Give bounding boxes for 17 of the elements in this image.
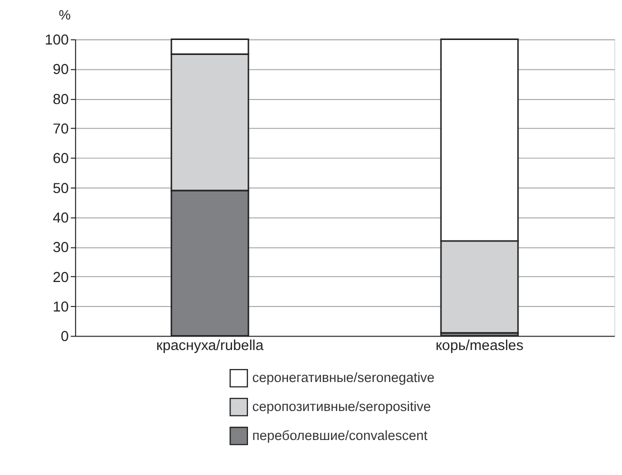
y-tick-label: 40: [52, 210, 69, 227]
y-tick-label: 20: [52, 270, 69, 286]
y-axis-title: %: [58, 8, 71, 23]
y-tick-label: 80: [52, 92, 69, 108]
legend-label: серонегативные/seronegative: [252, 370, 435, 386]
y-tick-label: 70: [52, 122, 69, 138]
y-tick-label: 50: [52, 180, 69, 197]
legend-label: серопозитивные/seropositive: [252, 398, 431, 414]
y-tick-label: 90: [52, 62, 69, 78]
legend-label: переболевшие/convalescent: [252, 428, 428, 443]
y-tick-label: 10: [52, 299, 69, 316]
y-tick-label: 0: [60, 329, 69, 346]
x-tick-label: краснуха/rubella: [156, 338, 264, 354]
y-tick-label: 100: [44, 32, 69, 49]
y-tick-label: 30: [52, 240, 69, 256]
x-tick-label: корь/measles: [436, 338, 524, 354]
y-tick-label: 60: [52, 151, 69, 168]
